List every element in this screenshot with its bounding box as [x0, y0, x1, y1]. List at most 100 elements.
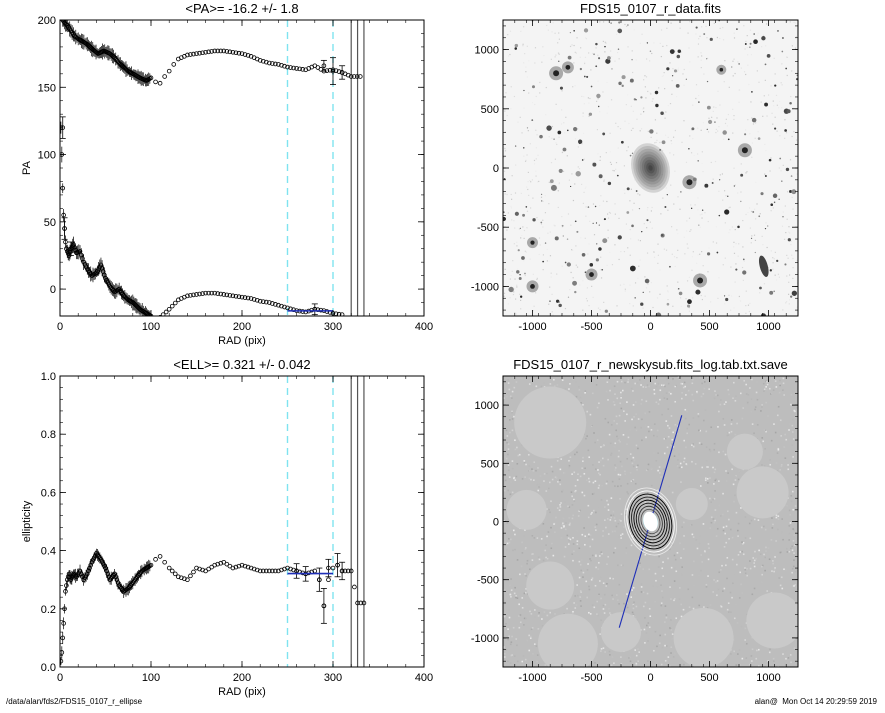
star [617, 48, 620, 50]
noise-pixel [627, 94, 629, 96]
footer-date: Mon Oct 14 20:29:59 2019 [782, 697, 877, 706]
noise-pixel [555, 54, 557, 56]
noise-pixel [600, 650, 602, 652]
star [517, 249, 520, 252]
data-point [260, 299, 266, 304]
noise-pixel [700, 52, 702, 54]
noise-pixel [523, 460, 526, 462]
star [524, 272, 526, 275]
noise-pixel [730, 430, 733, 433]
noise-pixel [758, 549, 760, 552]
noise-pixel [699, 485, 702, 487]
star [777, 30, 779, 32]
noise-pixel [606, 563, 608, 566]
noise-pixel [524, 160, 527, 162]
noise-pixel [796, 121, 798, 123]
noise-pixel [561, 215, 563, 218]
noise-pixel [745, 393, 748, 395]
noise-pixel [653, 392, 656, 395]
noise-pixel [554, 225, 556, 227]
noise-pixel [795, 139, 798, 141]
star [789, 102, 792, 105]
star [679, 191, 682, 193]
noise-pixel [672, 656, 675, 658]
y-tick-label-model: 500 [481, 458, 499, 470]
noise-pixel [793, 552, 795, 554]
noise-pixel [550, 500, 552, 503]
noise-pixel [607, 106, 609, 108]
star [598, 57, 601, 60]
noise-pixel [671, 544, 674, 546]
noise-pixel [541, 625, 544, 627]
noise-pixel [790, 95, 792, 98]
star [736, 28, 738, 30]
noise-pixel [666, 398, 669, 400]
plot-frame-model [502, 375, 799, 668]
noise-pixel [566, 155, 568, 157]
noise-pixel [598, 461, 600, 463]
noise-pixel [667, 435, 670, 438]
noise-pixel [629, 228, 631, 231]
star [620, 140, 624, 144]
noise-pixel [752, 557, 755, 559]
noise-pixel [691, 444, 693, 446]
noise-pixel [584, 187, 586, 189]
star [691, 127, 695, 131]
noise-pixel [722, 39, 725, 41]
noise-pixel [753, 432, 755, 435]
noise-pixel [584, 56, 587, 58]
noise-pixel [555, 516, 557, 519]
noise-pixel [633, 202, 635, 204]
noise-pixel [580, 402, 582, 404]
noise-pixel [721, 173, 724, 175]
noise-pixel [788, 231, 790, 233]
noise-pixel [529, 179, 531, 182]
noise-pixel [659, 269, 661, 271]
noise-pixel [794, 584, 797, 586]
noise-pixel [620, 564, 623, 567]
noise-pixel [751, 660, 753, 662]
noise-pixel [525, 617, 527, 620]
noise-pixel [577, 594, 579, 597]
noise-pixel [773, 423, 775, 425]
noise-pixel [530, 478, 532, 481]
data-point [263, 568, 269, 574]
star [595, 258, 599, 262]
noise-pixel [737, 522, 740, 525]
noise-pixel [581, 559, 583, 561]
noise-pixel [659, 42, 661, 44]
noise-pixel [639, 301, 641, 303]
noise-pixel [568, 539, 570, 542]
noise-pixel [604, 506, 606, 508]
noise-pixel [662, 561, 664, 563]
noise-pixel [584, 467, 586, 470]
data-point [335, 562, 340, 568]
noise-pixel [723, 138, 725, 140]
data-point [236, 563, 242, 569]
star [578, 139, 583, 144]
noise-pixel [524, 658, 527, 661]
noise-pixel [651, 491, 654, 494]
axes-image: FDS15_0107_r_data.fits-1000 -500 0 500 1000-… [471, 1, 799, 333]
noise-pixel [538, 180, 540, 183]
noise-pixel [618, 519, 621, 521]
star [751, 117, 757, 123]
noise-pixel [763, 283, 766, 285]
noise-pixel [583, 527, 585, 529]
noise-pixel [599, 195, 602, 197]
noise-pixel [735, 511, 738, 514]
noise-pixel [766, 388, 768, 391]
star [740, 200, 742, 203]
noise-pixel [738, 224, 740, 226]
noise-pixel [652, 468, 654, 471]
noise-pixel [515, 313, 518, 315]
noise-pixel [607, 55, 609, 57]
star [561, 224, 564, 227]
noise-pixel [707, 575, 709, 577]
noise-pixel [786, 254, 788, 256]
noise-pixel [535, 645, 538, 647]
noise-pixel [507, 453, 509, 456]
star [781, 37, 784, 39]
noise-pixel [750, 210, 753, 213]
noise-pixel [624, 192, 626, 194]
